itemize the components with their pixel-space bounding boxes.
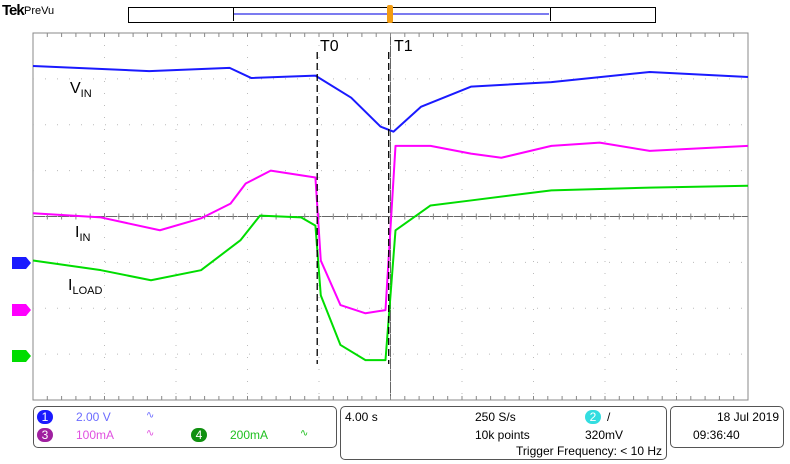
iin-label: IIN [75, 224, 91, 245]
ch4-scale: 200mA [230, 428, 269, 442]
channel-panel[interactable]: 1 2.00 V ∿ 3 100mA ∿ 4 200mA ∿ [33, 406, 337, 448]
date: 18 Jul 2019 [716, 410, 779, 424]
trigger-source-badge[interactable]: 2 [585, 410, 601, 424]
timebase-trigger-panel[interactable]: 4.00 s 250 S/s 10k points 2 / 320mV Trig… [340, 406, 667, 460]
trace-iin [32, 141, 749, 315]
ch1-badge[interactable]: 1 [37, 410, 53, 424]
trace-vin [32, 65, 749, 133]
ch4-ground-marker [12, 350, 31, 362]
datetime-panel: 18 Jul 2019 09:36:40 [670, 406, 784, 448]
ch3-bandwidth-icon: ∿ [146, 428, 155, 439]
ch3-badge[interactable]: 3 [37, 428, 53, 442]
vin-label: VIN [70, 80, 92, 101]
trace-iload [32, 184, 749, 362]
mode-label: PreVu [24, 5, 55, 17]
ch3-ground-marker [12, 304, 31, 316]
record-view-window[interactable] [233, 7, 551, 21]
record-length: 10k points [475, 428, 530, 442]
iload-label: ILOAD [68, 277, 103, 298]
scope-graticule [12, 32, 749, 401]
trigger-position-marker[interactable] [387, 5, 393, 23]
horizontal-scale: 4.00 s [345, 410, 378, 424]
trigger-level: 320mV [585, 428, 624, 442]
cursor-t0-label: T0 [320, 38, 339, 55]
ch3-scale: 100mA [76, 428, 115, 442]
time: 09:36:40 [693, 428, 740, 442]
ch4-badge[interactable]: 4 [191, 428, 207, 442]
brand-logo: Tek [2, 2, 25, 19]
ch4-bandwidth-icon: ∿ [300, 428, 309, 439]
ch1-scale: 2.00 V [76, 410, 111, 424]
trigger-slope-icon: / [607, 410, 611, 424]
trigger-frequency: Trigger Frequency: < 10 Hz [516, 444, 662, 458]
sample-rate: 250 S/s [475, 410, 516, 424]
ch1-bandwidth-icon: ∿ [146, 410, 155, 421]
ch1-ground-marker [12, 257, 31, 269]
cursor-t1-label: T1 [394, 38, 413, 55]
